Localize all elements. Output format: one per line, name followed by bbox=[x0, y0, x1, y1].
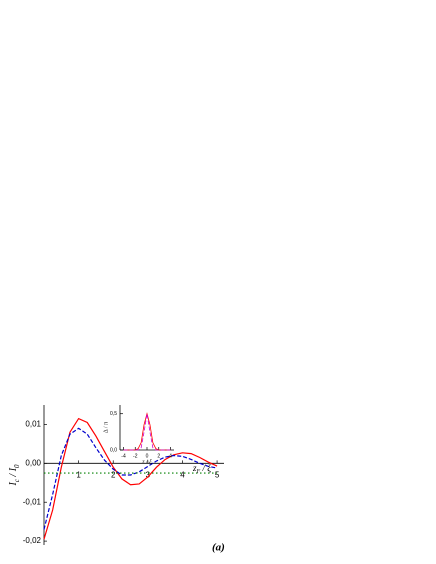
y-tick-label: 0,5 bbox=[110, 411, 117, 417]
x-axis-label: z / ξ bbox=[141, 458, 152, 465]
y-tick-label: 0,00 bbox=[25, 458, 41, 467]
x-tick-label: -2 bbox=[133, 453, 138, 459]
y-axis-label: Ic / I0 bbox=[8, 464, 20, 487]
y-label-sub: c bbox=[13, 478, 21, 482]
x-label-rest: / ξ bbox=[200, 463, 211, 473]
y-tick-label: 0,01 bbox=[25, 420, 41, 429]
x-axis-label: zF / ξ bbox=[192, 463, 211, 475]
x-tick-label: 4 bbox=[180, 470, 185, 479]
y-axis-label-group: Ic / I0 bbox=[8, 464, 20, 487]
x-tick-label: 5 bbox=[215, 470, 220, 479]
data-line bbox=[43, 417, 218, 540]
y-tick-label: 0,0 bbox=[110, 447, 117, 453]
x-tick-label: -4 bbox=[121, 453, 126, 459]
x-tick-label: 3 bbox=[146, 470, 151, 479]
y-label-sub2: 0 bbox=[13, 464, 21, 468]
x-label-sub: F bbox=[196, 469, 201, 475]
data-line bbox=[123, 413, 171, 451]
y-tick-label: -0,02 bbox=[23, 536, 42, 545]
x-tick-label: 1 bbox=[76, 470, 81, 479]
data-line bbox=[123, 412, 171, 451]
x-tick-label: 0 bbox=[146, 453, 149, 459]
x-tick-label: 2 bbox=[157, 453, 160, 459]
data-line bbox=[43, 427, 218, 530]
y-axis-label: Δ / π bbox=[103, 422, 109, 433]
y-label-main: I bbox=[8, 482, 19, 487]
x-tick-label: 2 bbox=[111, 470, 116, 479]
x-tick-label: 4 bbox=[169, 453, 172, 459]
x-label-main: z bbox=[192, 463, 197, 473]
y-axis-label-group: Δ / π bbox=[103, 422, 109, 433]
y-label-mid: / I bbox=[8, 467, 19, 479]
y-tick-label: -0,01 bbox=[23, 497, 42, 506]
annotation: (a) bbox=[212, 542, 225, 554]
